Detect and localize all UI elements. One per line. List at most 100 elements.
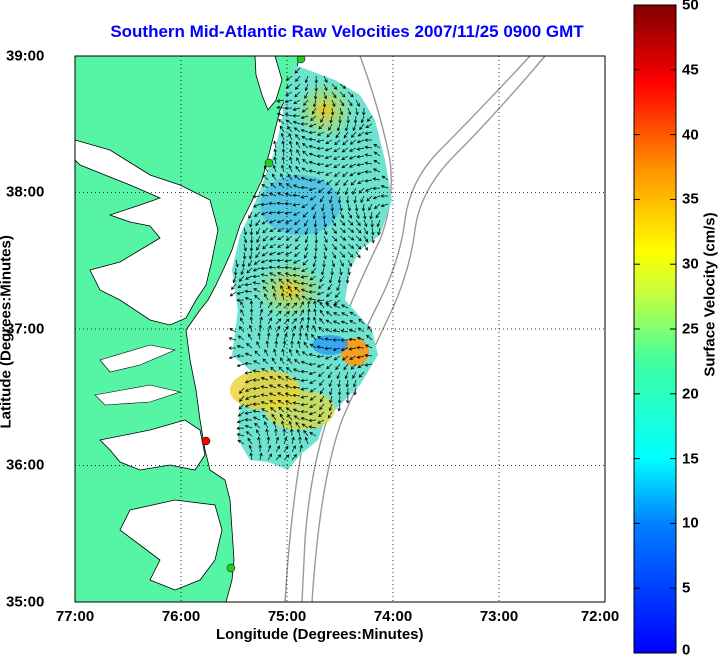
velocity-arrow bbox=[325, 139, 333, 145]
velocity-arrow bbox=[306, 324, 310, 333]
velocity-arrow bbox=[349, 163, 357, 168]
velocity-arrow bbox=[319, 379, 325, 386]
velocity-arrow bbox=[371, 227, 375, 236]
velocity-arrow bbox=[246, 267, 253, 274]
velocity-arrow bbox=[302, 158, 309, 165]
colorbar-tick-label: 20 bbox=[682, 385, 699, 403]
velocity-arrow bbox=[337, 387, 342, 396]
velocity-arrow bbox=[296, 149, 301, 157]
velocity-arrow bbox=[360, 115, 365, 124]
velocity-arrow bbox=[269, 272, 277, 277]
velocity-arrow bbox=[360, 195, 365, 203]
velocity-arrow bbox=[284, 392, 293, 397]
velocity-arrow bbox=[331, 227, 337, 234]
velocity-arrow bbox=[258, 324, 263, 333]
velocity-arrow bbox=[328, 123, 333, 131]
velocity-arrow bbox=[237, 283, 245, 288]
velocity-arrow bbox=[311, 203, 317, 211]
velocity-arrow bbox=[283, 445, 289, 453]
velocity-arrow bbox=[308, 160, 317, 165]
velocity-arrow bbox=[347, 91, 354, 98]
velocity-arrow bbox=[268, 258, 277, 263]
velocity-arrow bbox=[356, 336, 365, 341]
velocity-arrow bbox=[292, 385, 301, 390]
velocity-arrow bbox=[333, 163, 341, 168]
velocity-arrow bbox=[319, 403, 325, 411]
velocity-arrow bbox=[285, 75, 293, 81]
velocity-arrow bbox=[295, 83, 301, 90]
velocity-arrow bbox=[285, 83, 293, 89]
velocity-arrow bbox=[321, 107, 325, 116]
velocity-arrow bbox=[323, 251, 327, 260]
velocity-arrow bbox=[331, 91, 337, 99]
velocity-arrow bbox=[301, 203, 309, 208]
velocity-arrow bbox=[313, 219, 318, 228]
velocity-arrow bbox=[268, 392, 277, 397]
velocity-arrow bbox=[252, 394, 261, 399]
velocity-arrow bbox=[236, 433, 245, 437]
velocity-arrow bbox=[343, 179, 349, 187]
velocity-arrow bbox=[319, 275, 325, 283]
velocity-arrow bbox=[319, 395, 325, 403]
velocity-arrow bbox=[272, 292, 277, 301]
velocity-arrow bbox=[288, 420, 293, 429]
x-tick-label: 76:00 bbox=[161, 608, 201, 625]
velocity-arrow bbox=[308, 169, 317, 173]
velocity-arrow bbox=[296, 428, 301, 437]
velocity-arrow bbox=[302, 150, 309, 157]
velocity-arrow bbox=[359, 123, 365, 131]
velocity-arrow bbox=[301, 136, 309, 141]
plot-frame bbox=[74, 55, 606, 603]
velocity-arrow bbox=[272, 420, 277, 429]
velocity-arrow bbox=[267, 453, 272, 461]
velocity-arrow bbox=[349, 171, 357, 177]
velocity-arrow bbox=[317, 283, 325, 289]
velocity-arrow bbox=[274, 428, 278, 437]
velocity-arrow bbox=[327, 187, 333, 195]
velocity-arrow bbox=[304, 436, 309, 445]
velocity-arrow bbox=[258, 444, 262, 453]
velocity-arrow bbox=[277, 384, 285, 389]
velocity-arrow bbox=[308, 283, 317, 287]
velocity-arrow bbox=[294, 286, 301, 293]
velocity-arrow bbox=[241, 259, 246, 268]
velocity-arrow bbox=[364, 161, 373, 165]
velocity-arrow bbox=[291, 318, 298, 325]
velocity-arrow bbox=[260, 266, 269, 271]
velocity-arrow bbox=[314, 243, 318, 252]
velocity-arrow bbox=[254, 211, 261, 218]
velocity-arrow bbox=[324, 163, 333, 168]
velocity-arrow bbox=[325, 311, 333, 317]
velocity-arrow bbox=[257, 332, 261, 341]
velocity-arrow bbox=[288, 348, 293, 357]
velocity-arrow bbox=[284, 113, 293, 117]
velocity-arrow bbox=[314, 235, 319, 244]
velocity-arrow bbox=[269, 243, 277, 248]
velocity-arrow bbox=[253, 288, 261, 293]
velocity-arrow bbox=[312, 259, 317, 268]
velocity-arrow bbox=[272, 164, 277, 173]
velocity-arrow bbox=[242, 251, 247, 260]
velocity-arrow bbox=[307, 308, 311, 317]
velocity-arrow bbox=[364, 363, 373, 367]
velocity-arrow bbox=[339, 251, 346, 258]
velocity-arrow bbox=[333, 312, 341, 317]
velocity-arrow bbox=[333, 355, 341, 361]
velocity-arrow bbox=[243, 227, 247, 236]
velocity-arrow bbox=[278, 366, 285, 373]
velocity-arrow bbox=[338, 115, 342, 124]
velocity-arrow bbox=[340, 320, 349, 325]
velocity-arrow bbox=[308, 353, 317, 357]
velocity-arrow bbox=[340, 329, 349, 333]
velocity-arrow bbox=[317, 336, 325, 341]
velocity-arrow bbox=[283, 436, 288, 445]
velocity-arrow bbox=[331, 219, 337, 227]
velocity-arrow bbox=[325, 299, 333, 304]
velocity-arrow bbox=[356, 345, 365, 350]
velocity-arrow bbox=[265, 340, 270, 349]
velocity-arrow bbox=[319, 387, 325, 395]
velocity-arrow bbox=[293, 99, 301, 105]
y-tick-label: 38:00 bbox=[6, 183, 45, 201]
colorbar-tick-label: 10 bbox=[682, 514, 699, 532]
x-tick-label: 75:00 bbox=[267, 608, 307, 625]
